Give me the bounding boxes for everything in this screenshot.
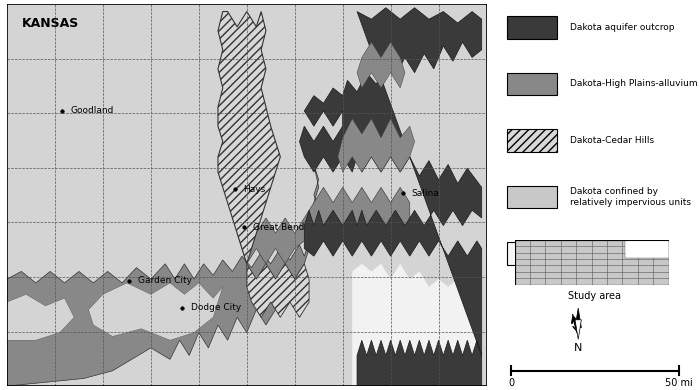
Polygon shape bbox=[88, 283, 223, 340]
Polygon shape bbox=[575, 308, 581, 328]
Text: Dakota-Cedar Hills: Dakota-Cedar Hills bbox=[570, 136, 654, 145]
Polygon shape bbox=[247, 264, 309, 317]
Text: 0: 0 bbox=[508, 378, 514, 388]
Polygon shape bbox=[300, 8, 482, 386]
Text: N: N bbox=[574, 343, 582, 353]
Text: Dakota confined by
relatively impervious units: Dakota confined by relatively impervious… bbox=[570, 187, 691, 207]
Polygon shape bbox=[575, 320, 581, 339]
Bar bbox=[507, 16, 557, 39]
Text: Dakota-High Plains-alluvium: Dakota-High Plains-alluvium bbox=[570, 79, 697, 89]
Text: Goodland: Goodland bbox=[71, 106, 114, 115]
Text: Study area: Study area bbox=[568, 291, 622, 301]
Text: Dodge City: Dodge City bbox=[190, 303, 241, 312]
Text: Salina: Salina bbox=[411, 189, 439, 198]
Text: Dakota aquifer outcrop: Dakota aquifer outcrop bbox=[570, 23, 674, 32]
Text: Dakota not present: Dakota not present bbox=[570, 249, 657, 258]
Polygon shape bbox=[7, 165, 318, 386]
Text: Great Bend: Great Bend bbox=[253, 223, 304, 232]
Text: KANSAS: KANSAS bbox=[22, 17, 78, 30]
Polygon shape bbox=[338, 119, 414, 172]
Bar bbox=[507, 73, 557, 95]
Polygon shape bbox=[237, 187, 410, 264]
Text: Hays: Hays bbox=[244, 185, 265, 194]
Polygon shape bbox=[218, 12, 280, 264]
Polygon shape bbox=[352, 264, 482, 386]
Bar bbox=[507, 186, 557, 208]
Text: 50 mi: 50 mi bbox=[665, 378, 693, 388]
Polygon shape bbox=[357, 42, 405, 88]
Bar bbox=[507, 242, 557, 265]
Text: Garden City: Garden City bbox=[138, 277, 192, 285]
Polygon shape bbox=[7, 294, 74, 340]
Polygon shape bbox=[625, 240, 668, 258]
Bar bbox=[507, 129, 557, 152]
